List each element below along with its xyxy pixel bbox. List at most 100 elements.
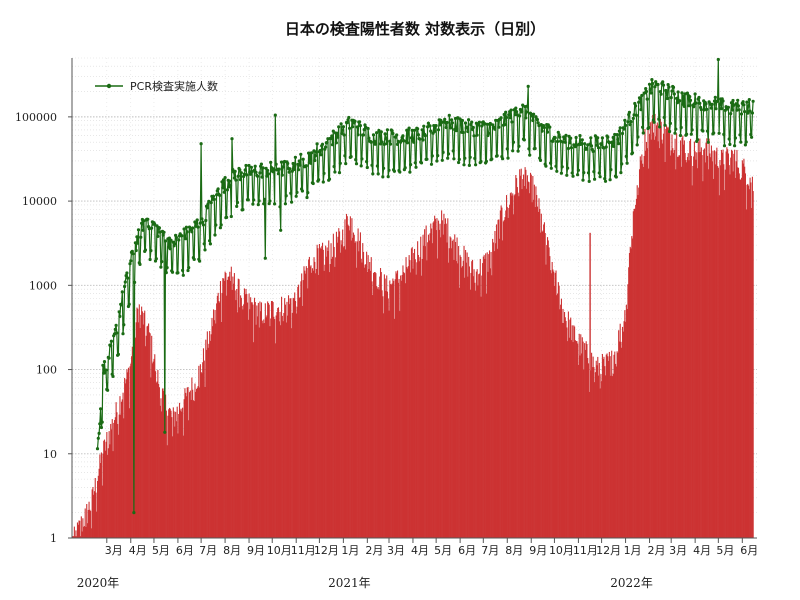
- pcr-point: [423, 134, 427, 138]
- bar: [603, 356, 605, 538]
- bar: [372, 295, 374, 538]
- bar: [178, 402, 181, 538]
- pcr-point: [504, 115, 509, 120]
- bar: [308, 259, 310, 538]
- pcr-point: [283, 202, 287, 206]
- pcr-point: [447, 113, 451, 117]
- bar: [519, 175, 522, 538]
- bar: [222, 278, 224, 538]
- bar: [707, 155, 709, 539]
- bar: [676, 133, 678, 539]
- pcr-point: [596, 136, 600, 140]
- pcr-point: [256, 203, 260, 207]
- pcr-point: [117, 310, 121, 314]
- pcr-point: [676, 90, 680, 94]
- pcr-point: [603, 179, 608, 183]
- pcr-point: [746, 111, 750, 115]
- bar: [209, 340, 211, 538]
- bar: [529, 193, 531, 538]
- bar: [561, 322, 563, 538]
- pcr-point: [106, 388, 110, 392]
- bar: [465, 262, 467, 538]
- pcr-point: [395, 133, 399, 137]
- bar: [470, 272, 472, 538]
- pcr-point: [182, 227, 186, 231]
- bar: [719, 160, 721, 538]
- bar: [701, 155, 703, 539]
- pcr-point: [521, 103, 525, 107]
- bar: [92, 487, 94, 538]
- bar: [454, 234, 456, 538]
- bar: [431, 243, 433, 538]
- bar: [191, 377, 193, 538]
- bar: [505, 210, 507, 538]
- bar: [171, 417, 173, 538]
- bar: [269, 326, 271, 538]
- pcr-point: [560, 165, 564, 169]
- pcr-point: [553, 136, 557, 140]
- pcr-point: [589, 136, 593, 140]
- bar: [607, 356, 609, 538]
- pcr-point: [674, 127, 678, 131]
- pcr-point: [745, 100, 749, 104]
- pcr-point: [557, 133, 561, 137]
- bar: [84, 508, 86, 538]
- bar: [319, 247, 321, 538]
- pcr-point: [485, 122, 489, 126]
- bar: [95, 492, 97, 538]
- bar: [255, 324, 257, 538]
- bar: [326, 247, 328, 539]
- bar: [123, 418, 125, 538]
- bar: [742, 163, 744, 538]
- pcr-point: [661, 80, 665, 84]
- pcr-point: [721, 99, 725, 103]
- pcr-point: [349, 155, 353, 159]
- pcr-point: [644, 89, 649, 94]
- pcr-point: [688, 98, 693, 102]
- bar: [86, 523, 89, 538]
- y-tick-label: 100000: [15, 111, 57, 124]
- bar: [580, 353, 583, 538]
- pcr-point: [416, 133, 420, 137]
- pcr-point: [669, 96, 673, 100]
- pcr-point: [290, 200, 294, 204]
- bar: [491, 275, 493, 538]
- bar: [700, 151, 702, 538]
- pcr-point: [562, 137, 567, 141]
- pcr-point: [648, 87, 652, 92]
- pcr-point: [216, 187, 220, 191]
- bar: [727, 149, 729, 538]
- bar: [321, 242, 324, 538]
- bar: [168, 407, 171, 538]
- pcr-point: [525, 104, 530, 108]
- pcr-point: [736, 104, 741, 108]
- bar: [189, 392, 191, 538]
- pcr-point: [666, 83, 670, 87]
- bar: [582, 341, 584, 538]
- pcr-point: [678, 99, 682, 103]
- bar: [533, 184, 535, 538]
- bar: [206, 349, 208, 538]
- bar: [277, 307, 280, 538]
- pcr-point: [462, 163, 466, 167]
- bar: [77, 524, 79, 538]
- pcr-point: [399, 139, 403, 143]
- bar: [743, 158, 745, 538]
- bar: [340, 240, 342, 538]
- pcr-point: [490, 157, 494, 161]
- bar: [237, 278, 239, 538]
- pcr-point: [321, 180, 325, 184]
- bar: [525, 169, 527, 538]
- bar: [524, 167, 526, 539]
- pcr-point: [272, 167, 276, 171]
- pcr-point: [262, 197, 267, 201]
- pcr-point: [305, 195, 309, 200]
- bar: [492, 238, 494, 538]
- pcr-point: [600, 136, 605, 140]
- bar: [541, 231, 543, 538]
- x-tick-label: 3月: [105, 544, 123, 557]
- pcr-point: [261, 166, 265, 170]
- bar: [565, 320, 567, 538]
- pcr-point: [201, 223, 205, 227]
- pcr-point: [574, 135, 578, 140]
